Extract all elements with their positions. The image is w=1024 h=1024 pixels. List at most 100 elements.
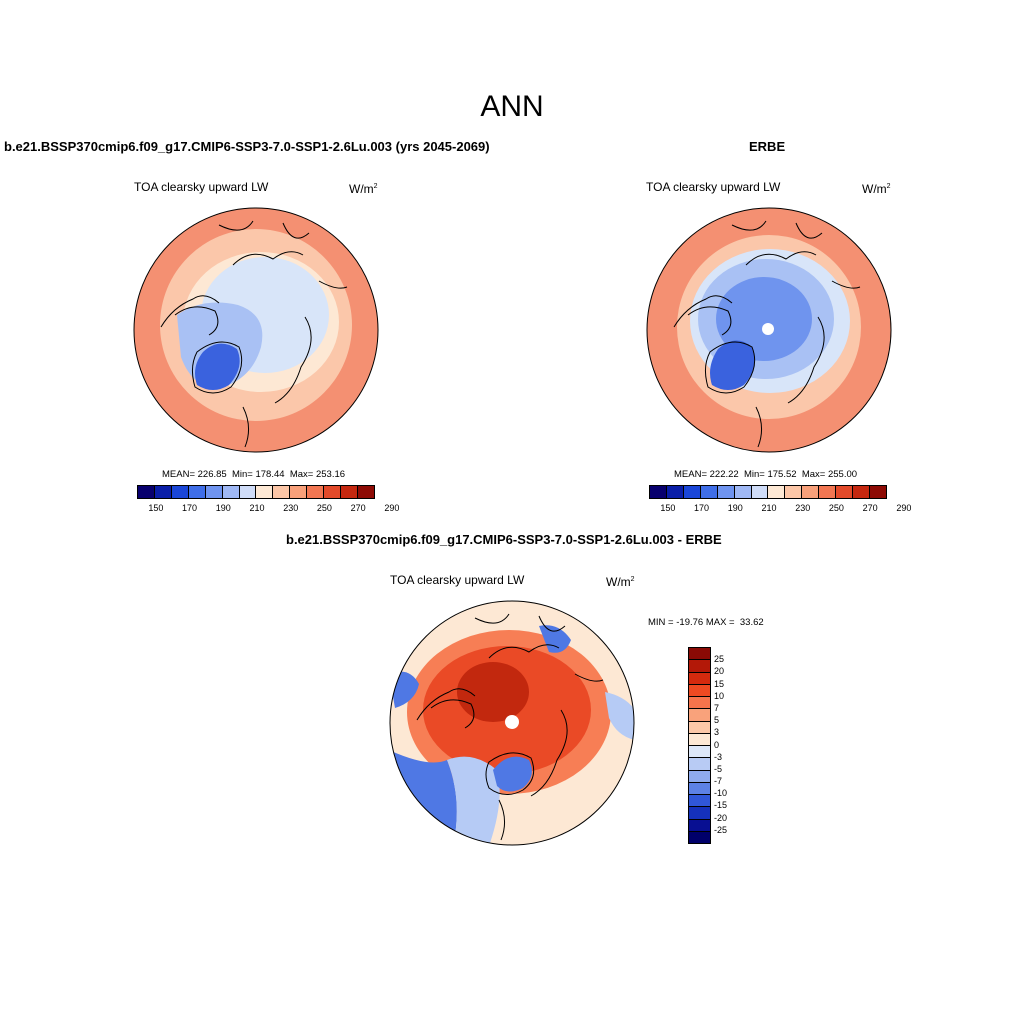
obs-colorbar-box xyxy=(751,486,769,498)
model-stats: MEAN= 226.85 Min= 178.44 Max= 253.16 xyxy=(162,469,346,480)
diff-colorbar-label: 3 xyxy=(714,727,720,738)
obs-colorbar-label: 270 xyxy=(862,503,878,513)
obs-polar-map xyxy=(646,207,892,453)
obs-panel-title: ERBE xyxy=(749,139,786,154)
obs-colorbar-box xyxy=(869,486,886,498)
obs-colorbar-box xyxy=(819,486,837,498)
diff-colorbar-label: -25 xyxy=(714,824,728,835)
diff-colorbar-box xyxy=(689,831,710,843)
diff-colorbar-label: -7 xyxy=(714,776,723,787)
model-colorbar-box xyxy=(171,486,189,498)
model-colorbar xyxy=(137,485,375,499)
model-polar-map xyxy=(133,207,379,453)
obs-colorbar-box xyxy=(666,486,684,498)
model-colorbar-label: 210 xyxy=(249,503,265,513)
diff-map-blue-greenland xyxy=(493,756,532,792)
obs-units: W/m2 xyxy=(862,182,891,196)
obs-map-mid-blue xyxy=(716,277,812,361)
obs-colorbar-box xyxy=(683,486,701,498)
diff-colorbar-box xyxy=(689,782,710,795)
diff-colorbar-box xyxy=(689,746,710,759)
model-colorbar-box xyxy=(205,486,223,498)
model-colorbar-box xyxy=(154,486,172,498)
diff-colorbar-box xyxy=(689,721,710,734)
diff-colorbar-label: 10 xyxy=(714,690,725,701)
obs-colorbar-box xyxy=(717,486,735,498)
diff-colorbar-label: 7 xyxy=(714,702,720,713)
model-map-greenland xyxy=(195,343,240,390)
diff-colorbar-labels: 25 20 15 10 7 5 3 0 -3 -5 -7 -10 -15 -20 -25 xyxy=(714,647,744,842)
diff-colorbar-box xyxy=(689,758,710,771)
obs-colorbar-label: 210 xyxy=(761,503,777,513)
diff-colorbar-label: -15 xyxy=(714,800,728,811)
model-colorbar-label: 270 xyxy=(350,503,366,513)
diff-field-label: TOA clearsky upward LW xyxy=(390,573,525,587)
diff-colorbar-box xyxy=(689,819,710,832)
diff-panel-title: b.e21.BSSP370cmip6.f09_g17.CMIP6-SSP3-7.… xyxy=(286,532,722,547)
diff-colorbar-box xyxy=(689,807,710,820)
diff-colorbar xyxy=(688,647,711,844)
model-colorbar-box xyxy=(138,486,155,498)
model-colorbar-label: 250 xyxy=(316,503,332,513)
obs-colorbar-box xyxy=(734,486,752,498)
diff-colorbar-box xyxy=(689,709,710,722)
model-units: W/m2 xyxy=(349,182,378,196)
model-colorbar-box xyxy=(188,486,206,498)
diff-colorbar-box xyxy=(689,672,710,685)
diff-units: W/m2 xyxy=(606,575,635,589)
diff-colorbar-label: 5 xyxy=(714,715,720,726)
model-panel-title: b.e21.BSSP370cmip6.f09_g17.CMIP6-SSP3-7.… xyxy=(4,139,490,154)
diff-colorbar-box xyxy=(689,733,710,746)
model-colorbar-label: 170 xyxy=(182,503,198,513)
obs-colorbar-box xyxy=(802,486,820,498)
model-colorbar-box xyxy=(256,486,274,498)
obs-colorbar-box xyxy=(853,486,870,498)
diff-map-pole-hole xyxy=(505,715,519,729)
obs-colorbar-box xyxy=(836,486,854,498)
diff-map-coast-1 xyxy=(416,644,604,841)
model-colorbar-label: 290 xyxy=(384,503,400,513)
diff-colorbar-label: 0 xyxy=(714,739,720,750)
obs-colorbar-label: 230 xyxy=(795,503,811,513)
diff-colorbar-label: 20 xyxy=(714,666,725,677)
figure-title: ANN xyxy=(480,90,544,123)
diff-map-dark-core xyxy=(457,662,529,722)
model-map-coast-3 xyxy=(174,220,310,336)
obs-colorbar-box xyxy=(650,486,667,498)
diff-stats: MIN = -19.76 MAX = 33.62 xyxy=(648,617,764,628)
obs-map-pole-hole xyxy=(762,323,774,335)
model-colorbar-box xyxy=(307,486,325,498)
model-field-label: TOA clearsky upward LW xyxy=(134,180,269,194)
diff-colorbar-label: -5 xyxy=(714,763,723,774)
model-colorbar-box xyxy=(341,486,358,498)
obs-colorbar-label: 150 xyxy=(660,503,676,513)
diff-colorbar-label: 25 xyxy=(714,654,725,665)
model-colorbar-label: 150 xyxy=(148,503,164,513)
diff-colorbar-label: 15 xyxy=(714,678,725,689)
obs-stats: MEAN= 222.22 Min= 175.52 Max= 255.00 xyxy=(674,469,858,480)
diff-colorbar-box xyxy=(689,684,710,697)
obs-colorbar-label: 290 xyxy=(896,503,912,513)
obs-colorbar-box xyxy=(785,486,803,498)
diff-colorbar-label: -3 xyxy=(714,751,723,762)
model-colorbar-box xyxy=(273,486,291,498)
diff-colorbar-label: -20 xyxy=(714,812,728,823)
obs-colorbar-box xyxy=(700,486,718,498)
obs-colorbar-label: 190 xyxy=(727,503,743,513)
obs-field-label: TOA clearsky upward LW xyxy=(646,180,781,194)
diff-colorbar-box xyxy=(689,795,710,808)
obs-map-greenland xyxy=(710,340,755,390)
obs-map-coast-1 xyxy=(673,251,861,448)
diff-colorbar-box xyxy=(689,648,710,661)
diff-map-blue-northeast xyxy=(539,625,571,653)
model-colorbar-label: 230 xyxy=(283,503,299,513)
model-map-coast-1 xyxy=(160,251,348,448)
obs-map-coast-3 xyxy=(687,220,823,336)
obs-colorbar-box xyxy=(768,486,786,498)
diff-map-coast-2 xyxy=(485,752,535,795)
diff-colorbar-box xyxy=(689,660,710,673)
obs-colorbar xyxy=(649,485,887,499)
obs-colorbar-label: 250 xyxy=(828,503,844,513)
model-colorbar-box xyxy=(239,486,257,498)
model-colorbar-box xyxy=(290,486,308,498)
